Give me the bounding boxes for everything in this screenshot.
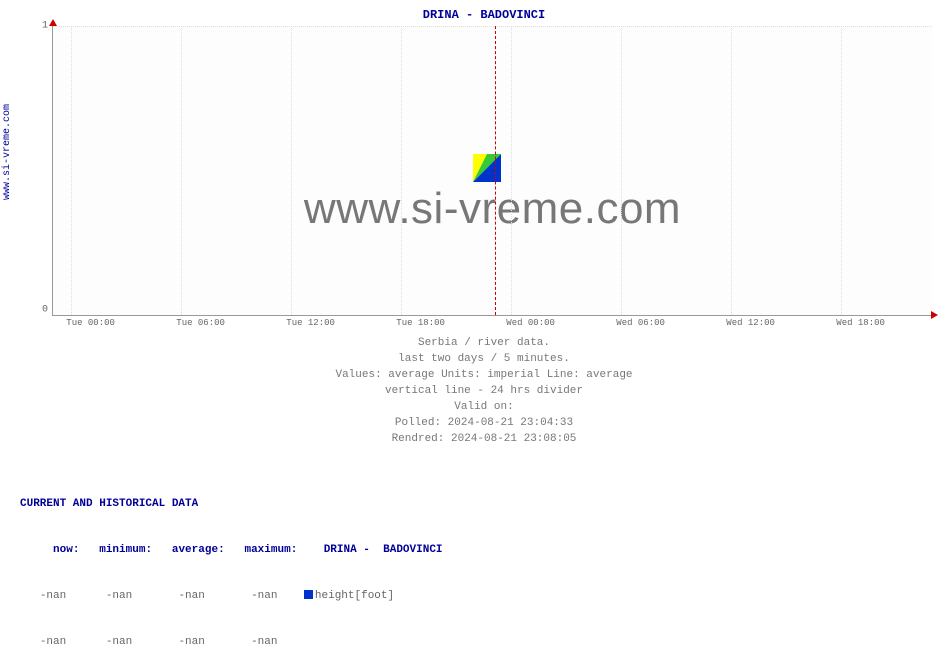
grid-line-v	[841, 26, 842, 315]
x-tick-label: Wed 06:00	[616, 318, 665, 328]
grid-line-h	[53, 26, 932, 27]
x-tick-label: Tue 18:00	[396, 318, 445, 328]
grid-line-v	[731, 26, 732, 315]
table-row: -nan -nan -nan -nan height[foot]	[20, 589, 443, 604]
table-header: CURRENT AND HISTORICAL DATA	[20, 497, 443, 512]
x-tick-label: Wed 12:00	[726, 318, 775, 328]
x-tick-label: Tue 06:00	[176, 318, 225, 328]
caption-line: vertical line - 24 hrs divider	[30, 384, 938, 400]
x-tick-label: Wed 18:00	[836, 318, 885, 328]
axis-arrow-right-icon	[931, 311, 938, 319]
grid-line-v	[181, 26, 182, 315]
caption-line: Rendred: 2024-08-21 23:08:05	[30, 432, 938, 448]
caption-line: Values: average Units: imperial Line: av…	[30, 368, 938, 384]
chart-title: DRINA - BADOVINCI	[30, 8, 938, 22]
caption-line: last two days / 5 minutes.	[30, 352, 938, 368]
caption-line: Valid on:	[30, 400, 938, 416]
grid-line-v	[71, 26, 72, 315]
axis-arrow-up-icon	[49, 19, 57, 26]
watermark-text: www.si-vreme.com	[53, 184, 932, 234]
plot-area: www.si-vreme.com	[52, 26, 932, 316]
data-table: CURRENT AND HISTORICAL DATA now: minimum…	[20, 466, 443, 666]
y-tick-container: 0 1	[30, 26, 52, 316]
x-tick-container: Tue 00:00 Tue 06:00 Tue 12:00 Tue 18:00 Wed …	[52, 316, 932, 330]
grid-line-v	[291, 26, 292, 315]
grid-line-v	[511, 26, 512, 315]
y-tick-1: 1	[42, 21, 48, 32]
caption-line: Serbia / river data.	[30, 336, 938, 352]
y-tick-0: 0	[42, 305, 48, 316]
x-tick-label: Wed 00:00	[506, 318, 555, 328]
watermark-logo-icon	[473, 154, 501, 182]
caption-block: Serbia / river data. last two days / 5 m…	[30, 336, 938, 448]
grid-line-v	[401, 26, 402, 315]
chart-container: DRINA - BADOVINCI 0 1 www.si-vreme.com T…	[30, 8, 938, 448]
grid-line-v	[621, 26, 622, 315]
x-tick-label: Tue 12:00	[286, 318, 335, 328]
x-tick-label: Tue 00:00	[66, 318, 115, 328]
caption-line: Polled: 2024-08-21 23:04:33	[30, 416, 938, 432]
yaxis-label: www.si-vreme.com	[2, 104, 13, 200]
divider-line	[495, 26, 496, 315]
table-row: -nan -nan -nan -nan	[20, 635, 443, 650]
table-head-row: now: minimum: average: maximum: DRINA - …	[20, 543, 443, 558]
legend-swatch-icon	[304, 590, 313, 599]
